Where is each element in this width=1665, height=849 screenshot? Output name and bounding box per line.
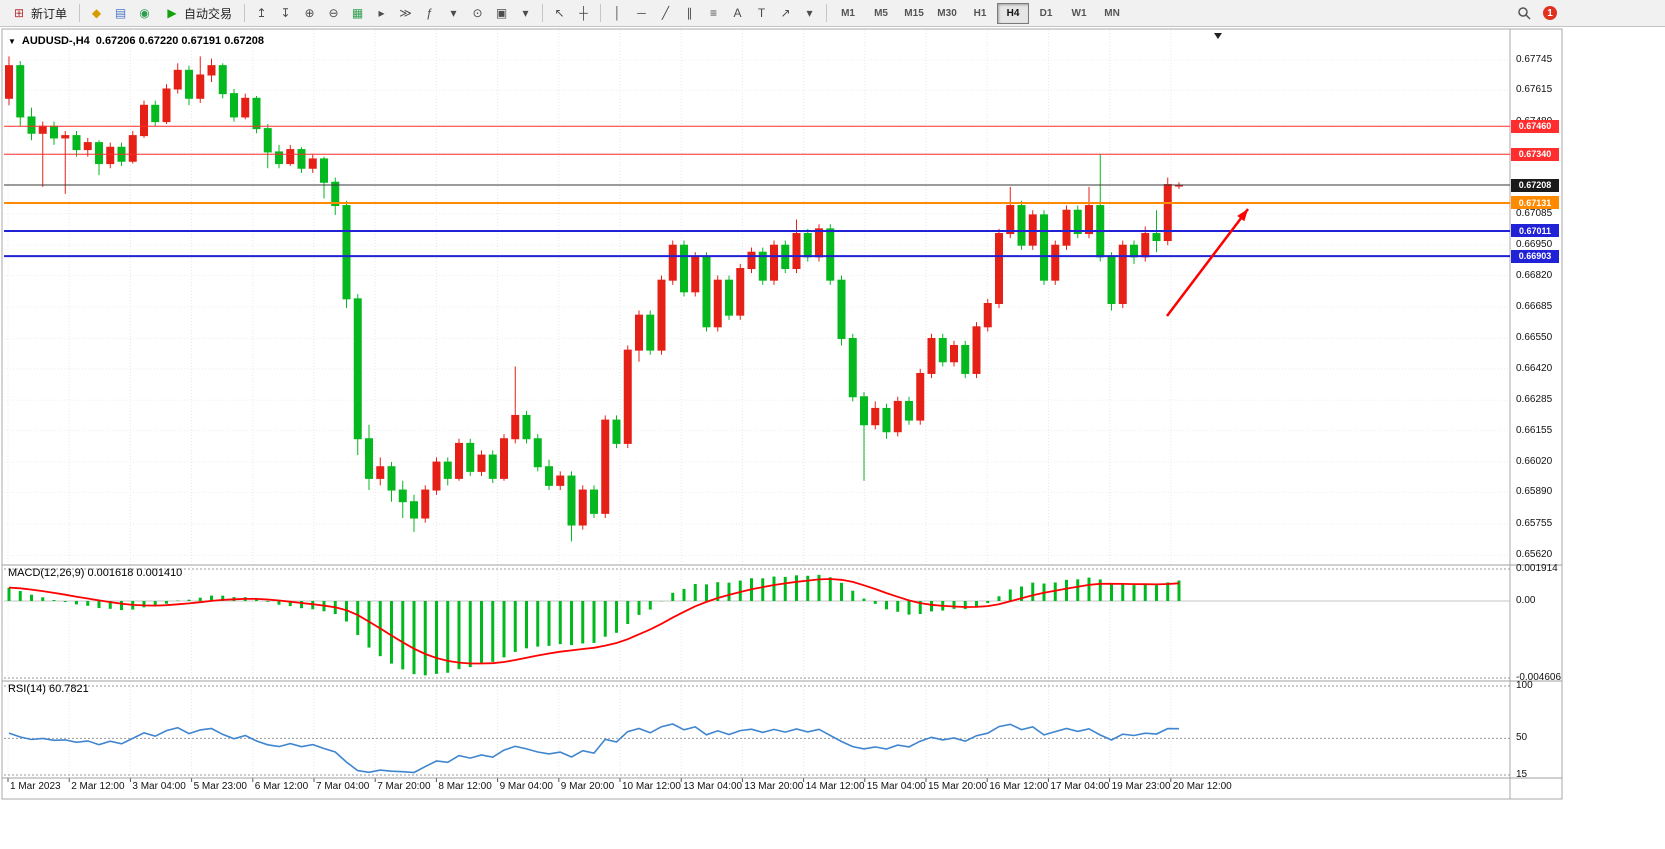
- trend-arrow[interactable]: [1166, 208, 1249, 317]
- toolbar-separator: [79, 4, 81, 22]
- timeframe-button-h1[interactable]: H1: [973, 7, 987, 19]
- timeframe-button-m30[interactable]: M30: [937, 7, 957, 19]
- candlestick-series: [5, 56, 1183, 542]
- shapes-dropdown-icon[interactable]: ▾: [806, 6, 813, 20]
- tile-windows-icon[interactable]: ▦: [351, 6, 364, 20]
- macd-signal-line: [8, 578, 1180, 665]
- timeframe-button-m5[interactable]: M5: [874, 7, 888, 19]
- symbols-icon[interactable]: ◆: [91, 6, 102, 20]
- toolbar: ⊞ 新订单 ◆ ▤ ◉ ▶ 自动交易 ↥ ↧ ⊕ ⊖ ▦ ▸ ≫ ƒ ▾ ⊙ ▣ ▾ ↖ ┼ │ ─ ╱ ∥ ≡ A T…: [0, 0, 1665, 27]
- text-icon[interactable]: A: [733, 6, 742, 20]
- period-icon[interactable]: ⊙: [472, 6, 483, 20]
- timeframe-button-m15[interactable]: M15: [904, 7, 924, 19]
- zoom-in-icon[interactable]: ⊕: [304, 6, 315, 20]
- toolbar-separator: [542, 4, 544, 22]
- timeframe-button-d1[interactable]: D1: [1039, 7, 1053, 19]
- channel-icon[interactable]: ∥: [686, 6, 693, 20]
- zoom-out-icon[interactable]: ⊖: [328, 6, 339, 20]
- rsi-line: [8, 723, 1180, 774]
- cursor-icon[interactable]: ↖: [554, 6, 565, 20]
- sounds-icon[interactable]: ◉: [139, 6, 150, 20]
- notification-badge[interactable]: 1: [1543, 6, 1557, 20]
- timeframe-button-m1[interactable]: M1: [841, 7, 855, 19]
- profiles-icon[interactable]: ▤: [114, 6, 127, 20]
- timeframe-button-h4[interactable]: H4: [997, 2, 1030, 24]
- indicators-dropdown-icon[interactable]: ▾: [450, 6, 457, 20]
- crosshair-icon[interactable]: ┼: [579, 6, 588, 20]
- auto-trading-button[interactable]: ▶ 自动交易: [157, 2, 239, 24]
- new-order-button[interactable]: ⊞ 新订单: [4, 2, 74, 24]
- new-order-label: 新订单: [31, 6, 68, 21]
- trendline-icon[interactable]: ╱: [661, 6, 670, 20]
- trend-arrow-head: [1237, 209, 1248, 222]
- scroll-to-end-marker[interactable]: [1214, 33, 1222, 39]
- auto-scroll-icon[interactable]: ▸: [378, 6, 385, 20]
- auto-trading-play-icon: ▶: [167, 6, 177, 20]
- toolbar-separator: [244, 4, 246, 22]
- timeframe-button-w1[interactable]: W1: [1071, 7, 1087, 19]
- auto-trading-label: 自动交易: [184, 6, 233, 21]
- timeframe-button-mn[interactable]: MN: [1104, 7, 1120, 19]
- vertical-line-icon[interactable]: │: [613, 6, 622, 20]
- chart-shift-icon[interactable]: ≫: [399, 6, 412, 20]
- label-icon[interactable]: T: [757, 6, 766, 20]
- template-icon[interactable]: ▣: [495, 6, 508, 20]
- toolbar-separator: [600, 4, 602, 22]
- template-dropdown-icon[interactable]: ▾: [522, 6, 529, 20]
- fibonacci-icon[interactable]: ≡: [710, 6, 718, 20]
- new-order-icon: ⊞: [13, 6, 25, 20]
- indicators-icon[interactable]: ƒ: [426, 6, 433, 20]
- search-icon[interactable]: [1512, 2, 1535, 25]
- candles-mode-icon[interactable]: ↧: [280, 6, 291, 20]
- toolbar-separator: [826, 4, 828, 22]
- horizontal-line-icon[interactable]: ─: [637, 6, 646, 20]
- toolbar-right-group: 1: [1512, 2, 1557, 25]
- bars-mode-icon[interactable]: ↥: [256, 6, 267, 20]
- shapes-icon[interactable]: ↗: [780, 6, 791, 20]
